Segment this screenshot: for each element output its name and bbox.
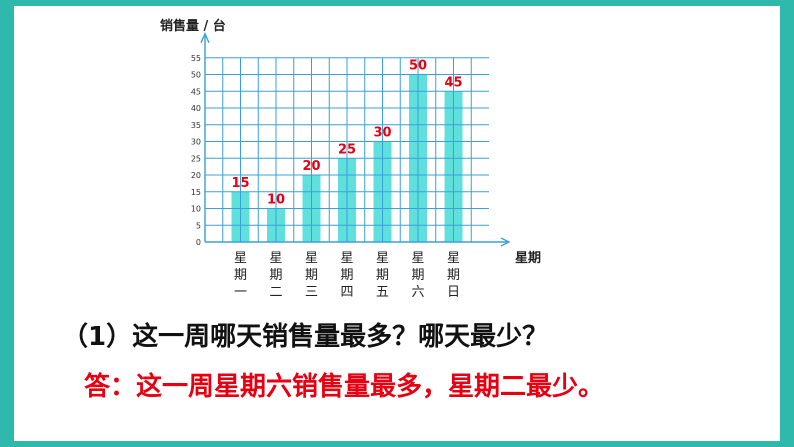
y-tick-label: 25: [191, 154, 201, 163]
category-label: 期: [269, 268, 282, 283]
y-tick-label: 5: [196, 221, 201, 230]
bar-value-label: 15: [231, 176, 249, 191]
category-label: 一: [234, 285, 247, 300]
bar-value-label: 45: [444, 75, 462, 90]
y-tick-label: 0: [196, 238, 201, 247]
x-axis-arrow: [500, 237, 511, 247]
question-text: （1）这一周哪天销售量最多？哪天最少？: [62, 322, 549, 352]
y-tick-label: 10: [191, 205, 201, 214]
bar-value-label: 10: [267, 193, 285, 208]
category-label: 日: [447, 285, 460, 300]
bar-value-label: 25: [338, 142, 356, 157]
y-tick-label: 50: [191, 71, 201, 80]
category-label: 期: [305, 268, 318, 283]
category-label: 星: [269, 251, 282, 266]
bar-value-label: 20: [302, 159, 320, 174]
category-label: 期: [447, 268, 460, 283]
category-label: 期: [234, 268, 247, 283]
category-label: 六: [411, 285, 424, 300]
category-label: 星: [376, 251, 389, 266]
category-label: 星: [340, 251, 353, 266]
category-label: 五: [376, 285, 389, 300]
y-axis-arrow: [200, 32, 210, 44]
bar-value-label: 50: [409, 59, 427, 74]
y-tick-label: 30: [191, 138, 201, 147]
category-label: 星: [447, 251, 460, 266]
category-label: 期: [376, 268, 389, 283]
category-label: 期: [411, 268, 424, 283]
category-label: 期: [340, 268, 353, 283]
y-tick-label: 40: [191, 104, 201, 113]
category-label: 星: [234, 251, 247, 266]
y-axis-label: 销售量 / 台: [160, 18, 226, 34]
category-label: 星: [305, 251, 318, 266]
answer-text: 答：这一周星期六销售量最多，星期二最少。: [84, 372, 605, 402]
category-label: 二: [269, 285, 282, 300]
y-tick-label: 45: [191, 87, 201, 96]
y-tick-label: 15: [191, 188, 201, 197]
slide-canvas: [14, 6, 780, 441]
category-label: 四: [340, 285, 353, 300]
y-tick-label: 35: [191, 121, 201, 130]
y-tick-label: 55: [191, 54, 201, 63]
x-axis-label: 星期: [515, 251, 541, 266]
bar-value-label: 30: [373, 126, 391, 141]
y-tick-label: 20: [191, 171, 201, 180]
category-label: 星: [411, 251, 424, 266]
category-label: 三: [305, 285, 318, 300]
